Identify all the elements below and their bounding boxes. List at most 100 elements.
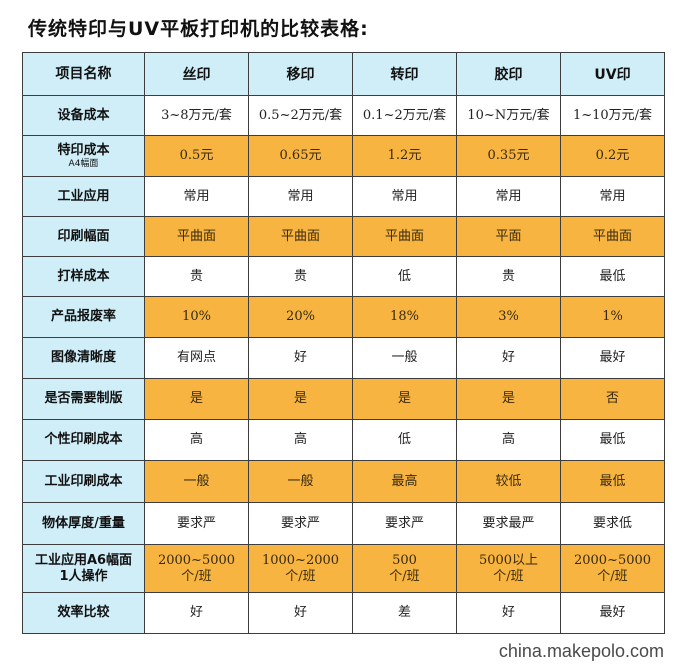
table-cell: 最低 — [560, 460, 665, 503]
table-cell: 0.1~2万元/套 — [352, 95, 457, 136]
row-label: 工业印刷成本 — [22, 460, 145, 503]
table-row: 个性印刷成本高高低高最低 — [22, 419, 665, 461]
column-header: 转印 — [352, 52, 457, 96]
row-label: 图像清晰度 — [22, 337, 145, 379]
table-row: 工业应用A6幅面 1人操作 2000~5000 个/班 1000~2000 个/班 5… — [22, 544, 665, 593]
row-label-text: 是否需要制版 — [44, 391, 123, 406]
table-cell: 10~N万元/套 — [456, 95, 561, 136]
table-cell: 常用 — [352, 176, 457, 217]
table-row: 产品报废率 10% 20% 18% 3% 1% — [22, 296, 665, 338]
table-cell: 是 — [248, 378, 353, 420]
table-cell: 好 — [144, 592, 249, 634]
table-cell: 20% — [248, 296, 353, 338]
table-cell: 平曲面 — [352, 216, 457, 257]
table-cell: 要求严 — [352, 502, 457, 545]
table-cell: 高 — [456, 419, 561, 461]
table-cell: 1% — [560, 296, 665, 338]
row-label-text: 物体厚度/重量 — [42, 515, 125, 531]
table-cell: 平曲面 — [560, 216, 665, 257]
row-label-text: 特印成本 — [57, 142, 110, 158]
column-header: 移印 — [248, 52, 353, 96]
row-label-text: 效率比较 — [57, 605, 110, 620]
table-cell: 18% — [352, 296, 457, 338]
row-label-text: 个性印刷成本 — [44, 432, 123, 447]
table-cell: 差 — [352, 592, 457, 634]
table-cell: 5000以上 个/班 — [456, 544, 561, 593]
table-cell: 最低 — [560, 419, 665, 461]
row-label: 印刷幅面 — [22, 216, 145, 257]
table-cell: 一般 — [248, 460, 353, 503]
table-cell: 常用 — [248, 176, 353, 217]
row-label-text: 工业应用 — [57, 188, 110, 204]
table-row: 设备成本 3~8万元/套 0.5~2万元/套 0.1~2万元/套 10~N万元/套 1~1… — [22, 95, 665, 136]
row-label: 打样成本 — [22, 256, 145, 297]
table-cell: 3~8万元/套 — [144, 95, 249, 136]
table-cell: 常用 — [560, 176, 665, 217]
table-cell: 常用 — [456, 176, 561, 217]
comparison-table: 项目名称 丝印 移印 转印 胶印 UV印设备成本 3~8万元/套 0.5~2万元/套 0.1~2… — [22, 52, 665, 634]
table-cell: 最好 — [560, 337, 665, 379]
table-cell: 最高 — [352, 460, 457, 503]
row-label: 个性印刷成本 — [22, 419, 145, 461]
table-cell: 0.65元 — [248, 135, 353, 177]
table-cell: 1000~2000 个/班 — [248, 544, 353, 593]
table-row: 工业印刷成本 一般 一般 最高 较低 最低 — [22, 460, 665, 503]
row-label: 工业应用 — [22, 176, 145, 217]
header-row: 项目名称 丝印 移印 转印 胶印 UV印 — [22, 52, 665, 96]
row-label-text: 图像清晰度 — [50, 350, 116, 365]
table-cell: 要求最严 — [456, 502, 561, 545]
row-label-text: 设备成本 — [57, 107, 110, 123]
table-row: 图像清晰度 有网点好一般好最好 — [22, 337, 665, 379]
row-label: 物体厚度/重量 — [22, 502, 145, 545]
row-label: 是否需要制版 — [22, 378, 145, 420]
row-label-text: 产品报废率 — [50, 309, 116, 324]
table-row: 特印成本 A4幅面 0.5元 0.65元 1.2元 0.35元 0.2元 — [22, 135, 665, 177]
table-cell: 1~10万元/套 — [560, 95, 665, 136]
table-cell: 10% — [144, 296, 249, 338]
table-cell: 较低 — [456, 460, 561, 503]
table-row: 打样成本贵贵低贵最低 — [22, 256, 665, 297]
row-label: 效率比较 — [22, 592, 145, 634]
row-label-text: 打样成本 — [57, 268, 110, 284]
row-label: 特印成本 A4幅面 — [22, 135, 145, 177]
row-label: 设备成本 — [22, 95, 145, 136]
table-cell: 要求严 — [144, 502, 249, 545]
table-cell: 2000~5000 个/班 — [560, 544, 665, 593]
table-cell: 平面 — [456, 216, 561, 257]
table-cell: 最低 — [560, 256, 665, 297]
row-label: 产品报废率 — [22, 296, 145, 338]
page-title: 传统特印与UV平板打印机的比较表格: — [28, 18, 369, 40]
table-cell: 平曲面 — [248, 216, 353, 257]
table-cell: 低 — [352, 419, 457, 461]
table-cell: 要求严 — [248, 502, 353, 545]
table-cell: 贵 — [248, 256, 353, 297]
table-row: 是否需要制版是是是是否 — [22, 378, 665, 420]
table-cell: 一般 — [352, 337, 457, 379]
table-cell: 贵 — [456, 256, 561, 297]
table-cell: 好 — [456, 337, 561, 379]
table-cell: 0.5~2万元/套 — [248, 95, 353, 136]
table-cell: 3% — [456, 296, 561, 338]
table-row: 效率比较好好差好最好 — [22, 592, 665, 634]
table-cell: 好 — [248, 592, 353, 634]
table-row: 工业应用 常用 常用 常用 常用 常用 — [22, 176, 665, 217]
table-cell: 是 — [144, 378, 249, 420]
table-cell: 常用 — [144, 176, 249, 217]
table-cell: 好 — [456, 592, 561, 634]
watermark-text: china.makepolo.com — [498, 641, 664, 661]
row-label-text: 工业应用A6幅面 1人操作 — [34, 552, 133, 584]
table-cell: 要求低 — [560, 502, 665, 545]
column-header: 胶印 — [456, 52, 561, 96]
table-cell: 0.35元 — [456, 135, 561, 177]
table-cell: 2000~5000 个/班 — [144, 544, 249, 593]
table-cell: 否 — [560, 378, 665, 420]
table-cell: 有网点 — [144, 337, 249, 379]
table-row: 印刷幅面 平曲面 平曲面 平曲面 平面 平曲面 — [22, 216, 665, 257]
table-cell: 0.2元 — [560, 135, 665, 177]
column-header: UV印 — [560, 52, 665, 96]
table-cell: 1.2元 — [352, 135, 457, 177]
table-cell: 500 个/班 — [352, 544, 457, 593]
table-cell: 高 — [144, 419, 249, 461]
column-header: 丝印 — [144, 52, 249, 96]
column-header: 项目名称 — [22, 52, 145, 96]
